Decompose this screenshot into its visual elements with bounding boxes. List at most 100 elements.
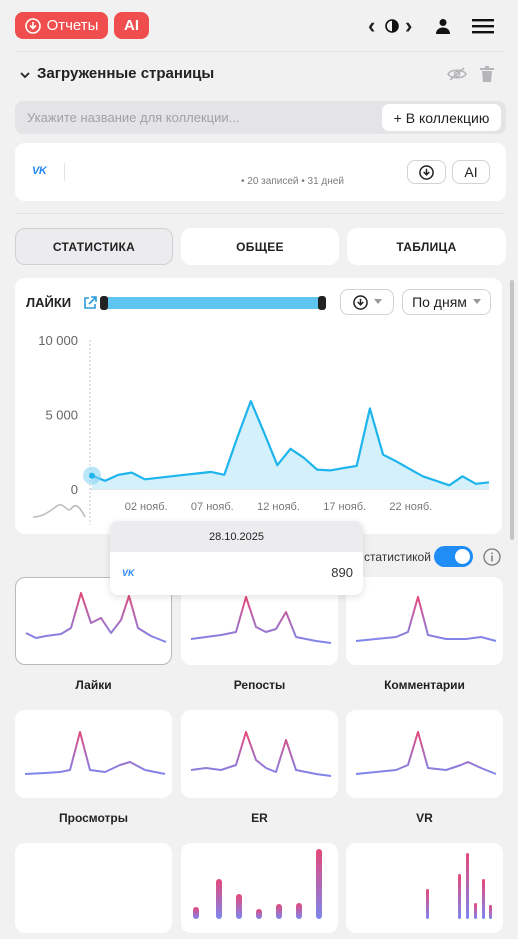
- x-tick-label: 07 нояб.: [191, 501, 234, 513]
- y-tick-label: 5 000: [45, 408, 78, 423]
- vk-icon: VK: [32, 165, 47, 177]
- metric-card[interactable]: [181, 710, 338, 798]
- sparkline-path: [190, 731, 332, 777]
- series-area: [92, 401, 489, 489]
- compare-label: статистикой: [364, 550, 431, 564]
- metric-card-label: ER: [251, 811, 268, 825]
- ai-header-label: AI: [124, 17, 139, 34]
- source-meta: • 20 записей • 31 дней: [241, 176, 344, 187]
- chart-tooltip: 28.10.2025 VK 890: [110, 521, 363, 595]
- download-circle-icon: [352, 294, 368, 310]
- sparkline-bar: [466, 853, 469, 919]
- metric-card-label: Комментарии: [384, 678, 465, 692]
- sparkline-path: [190, 596, 332, 644]
- navigator-preview: [32, 504, 86, 518]
- add-to-collection-button[interactable]: + В коллекцию: [382, 104, 501, 131]
- chevron-down-icon: [373, 299, 382, 304]
- collapse-chevron-icon[interactable]: [19, 68, 31, 86]
- source-divider: [64, 163, 65, 181]
- eye-off-icon[interactable]: [447, 66, 467, 87]
- sparkline: [25, 592, 167, 643]
- download-circle-icon: [419, 164, 434, 180]
- sparkline-path: [25, 592, 167, 643]
- tab-table[interactable]: ТАБЛИЦА: [347, 228, 506, 265]
- sparkline-bar: [256, 909, 262, 919]
- period-select-value: По дням: [412, 294, 467, 310]
- range-slider-track[interactable]: [103, 297, 325, 309]
- ai-header-button[interactable]: AI: [114, 12, 149, 39]
- tooltip-value: 890: [331, 565, 353, 580]
- header-divider: [15, 51, 505, 52]
- content-divider: [15, 213, 505, 214]
- sparkline: [426, 853, 492, 919]
- range-slider-handle-left[interactable]: [100, 296, 108, 310]
- sparkline: [355, 596, 497, 642]
- info-icon[interactable]: [483, 548, 501, 571]
- compare-toggle[interactable]: [434, 546, 473, 567]
- likes-area-chart: 10 000 5 000 0 02 нояб. 07 нояб. 12 нояб. 17 н…: [32, 333, 490, 525]
- sparkline-bar: [482, 879, 485, 919]
- collection-name-input[interactable]: [27, 106, 367, 128]
- metric-card-label: Репосты: [233, 678, 286, 692]
- sparkline-path: [355, 596, 497, 642]
- metric-card[interactable]: [15, 843, 172, 933]
- tooltip-date: 28.10.2025: [110, 521, 363, 552]
- sparkline-bar: [216, 879, 222, 919]
- sparkline-bar: [489, 905, 492, 919]
- metric-card-label: Лайки: [75, 678, 112, 692]
- compare-toggle-knob: [455, 549, 470, 564]
- contrast-icon[interactable]: [385, 19, 399, 38]
- y-tick-label: 0: [71, 482, 78, 497]
- sparkline-bar: [236, 894, 242, 919]
- metric-card[interactable]: [346, 710, 503, 798]
- sparkline-bar: [276, 904, 282, 919]
- sparkline-bar: [296, 903, 302, 919]
- range-slider-handle-right[interactable]: [318, 296, 326, 310]
- metric-card[interactable]: [181, 843, 338, 933]
- external-link-icon[interactable]: [83, 296, 97, 315]
- data-point[interactable]: [89, 472, 95, 479]
- sparkline-path: [355, 731, 497, 775]
- user-icon[interactable]: [435, 18, 451, 39]
- sparkline: [24, 731, 166, 775]
- reports-label: Отчеты: [46, 17, 99, 34]
- likes-chart-card: [15, 278, 502, 534]
- x-tick-label: 17 нояб.: [323, 501, 366, 513]
- metric-card-label: VR: [416, 811, 433, 825]
- series-line: [91, 400, 490, 487]
- metric-card[interactable]: [346, 577, 503, 665]
- download-circle-icon: [24, 17, 41, 34]
- sparkline-bar: [193, 907, 199, 919]
- chart-title: ЛАЙКИ: [26, 295, 72, 310]
- menu-icon[interactable]: [472, 18, 494, 39]
- tab-general[interactable]: ОБЩЕЕ: [181, 228, 339, 265]
- x-tick-label: 12 нояб.: [257, 501, 300, 513]
- sparkline-bar: [316, 849, 322, 919]
- sparkline-path: [24, 731, 166, 775]
- scrollbar-thumb[interactable]: [510, 280, 514, 540]
- section-title: Загруженные страницы: [37, 65, 215, 82]
- tooltip-network-icon: VK: [122, 568, 135, 578]
- reports-button[interactable]: Отчеты: [15, 12, 108, 39]
- sparkline: [190, 731, 332, 777]
- metric-card[interactable]: [15, 710, 172, 798]
- chart-download-button[interactable]: [340, 289, 394, 315]
- nav-next-icon[interactable]: ›: [405, 13, 413, 38]
- sparkline: [190, 596, 332, 644]
- sparkline: [15, 843, 172, 933]
- x-tick-label: 02 нояб.: [125, 501, 168, 513]
- tab-statistics[interactable]: СТАТИСТИКА: [15, 228, 173, 265]
- metric-card[interactable]: [346, 843, 503, 933]
- sparkline-bar: [458, 874, 461, 919]
- trash-icon[interactable]: [479, 65, 495, 88]
- metric-card-label: Просмотры: [58, 811, 128, 825]
- chevron-down-icon: [472, 299, 481, 304]
- period-select[interactable]: По дням: [402, 289, 491, 315]
- nav-prev-icon[interactable]: ‹: [368, 13, 376, 38]
- sparkline-bar: [474, 903, 477, 919]
- sparkline-bar: [426, 889, 429, 919]
- sparkline: [355, 731, 497, 775]
- source-ai-button[interactable]: AI: [452, 160, 490, 184]
- y-tick-label: 10 000: [38, 333, 78, 348]
- source-download-button[interactable]: [407, 160, 446, 184]
